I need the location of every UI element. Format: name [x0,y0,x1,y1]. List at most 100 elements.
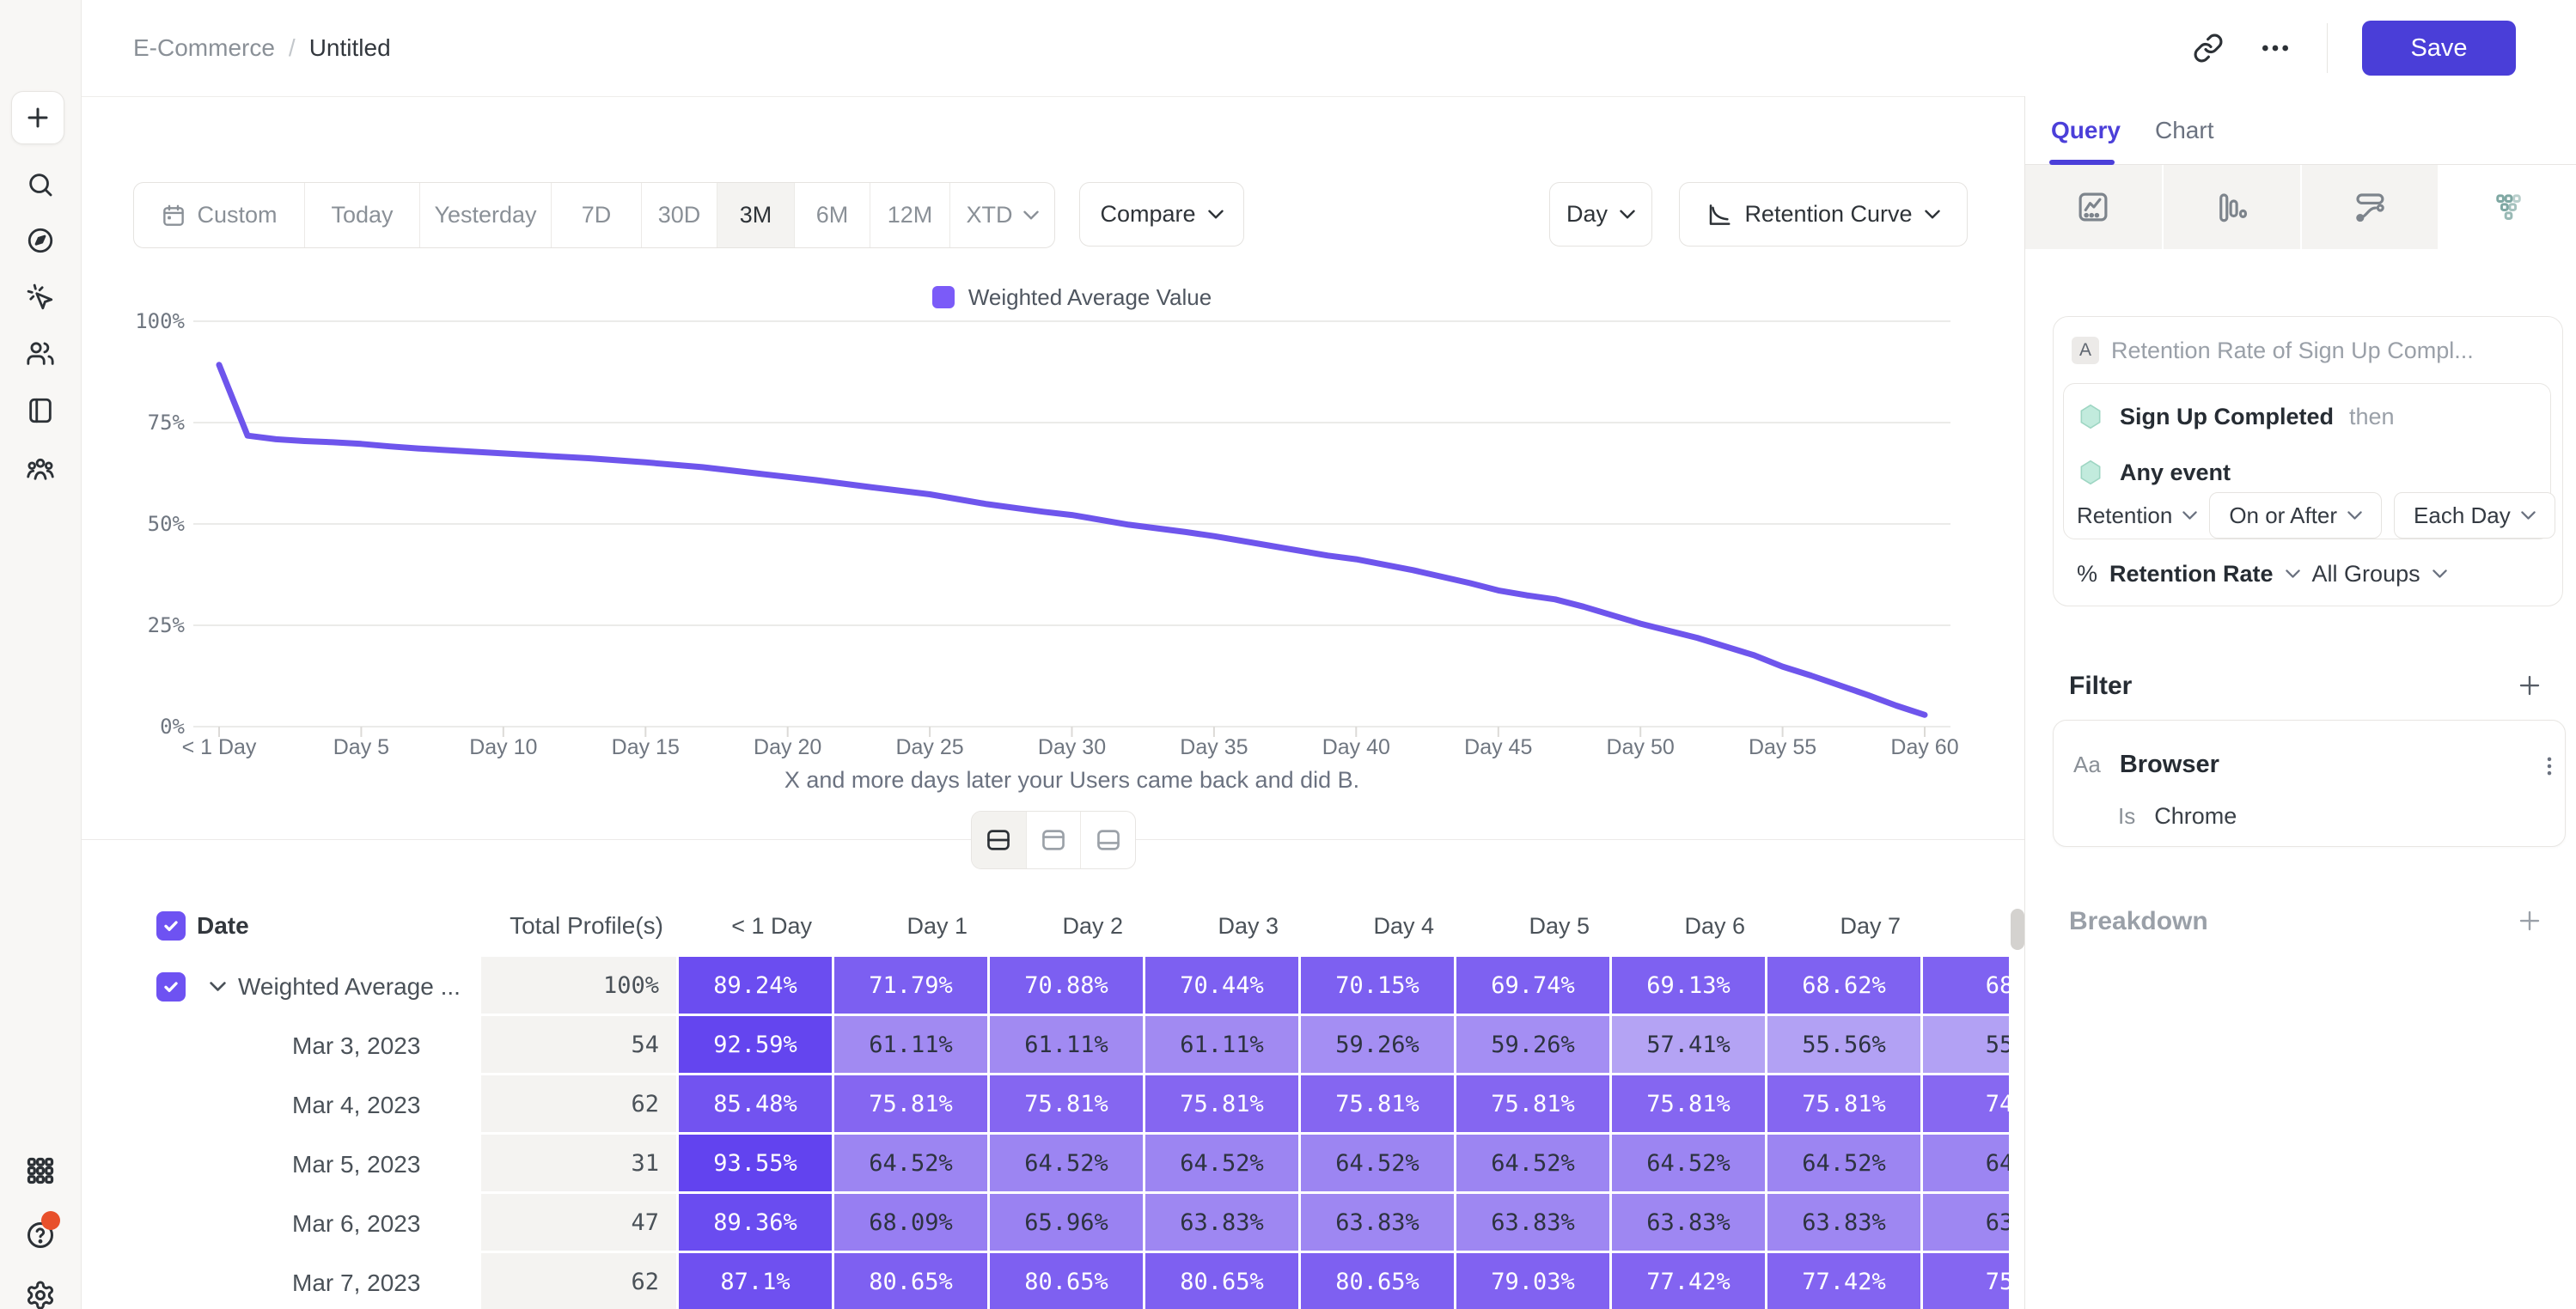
range-12m[interactable]: 12M [870,183,950,247]
retention-value-cell[interactable]: 64.52% [1612,1135,1767,1194]
chart-type-dropdown[interactable]: Retention Curve [1679,182,1968,247]
retention-value-cell[interactable]: 63.83% [1456,1194,1612,1253]
retention-value-cell[interactable]: 57.41% [1612,1016,1767,1075]
table-top-view-button[interactable] [1027,812,1082,868]
cohort-icon[interactable] [25,454,56,484]
header-day-column[interactable]: Day 5 [1529,912,1590,939]
retention-curve-chart[interactable] [193,309,1950,747]
retention-value-cell[interactable]: 63.83% [1301,1194,1456,1253]
retention-value-cell[interactable]: 79.03% [1456,1253,1612,1309]
retention-value-cell[interactable]: 68.62% [1767,957,1923,1016]
retention-value-cell[interactable]: 61.11% [990,1016,1145,1075]
range-3m-selected[interactable]: 3M [717,183,795,247]
query-title[interactable]: Retention Rate of Sign Up Compl... [2111,337,2474,363]
retention-value-cell[interactable]: 63.83% [1767,1194,1923,1253]
retention-value-cell[interactable]: 64.52% [834,1135,990,1194]
retention-value-cell[interactable]: 68.09% [834,1194,990,1253]
range-xtd[interactable]: XTD [950,183,1054,247]
bucket-dropdown[interactable]: Each Day [2394,492,2555,539]
retention-value-cell[interactable]: 59.26% [1301,1016,1456,1075]
retention-value-cell[interactable]: 61.11% [834,1016,990,1075]
retention-value-cell[interactable]: 64.52% [990,1135,1145,1194]
header-total-profiles[interactable]: Total Profile(s) [510,912,663,939]
granularity-dropdown[interactable]: Day [1549,182,1652,247]
retention-value-cell[interactable]: 70.15% [1301,957,1456,1016]
retention-value-cell[interactable]: 74 [1923,1075,2009,1135]
retention-value-cell[interactable]: 59.26% [1456,1016,1612,1075]
header-day-column[interactable]: Day 3 [1218,912,1279,939]
header-date[interactable]: Date [133,895,481,957]
retention-value-cell[interactable]: 92.59% [679,1016,834,1075]
header-day-column[interactable]: Day 1 [906,912,968,939]
funnel-bars-icon[interactable] [2163,165,2302,249]
retention-value-cell[interactable]: 55 [1923,1016,2009,1075]
add-filter-button[interactable] [2512,668,2547,703]
return-event-row[interactable]: Any event [2077,457,2231,488]
range-6m[interactable]: 6M [795,183,870,247]
retention-value-cell[interactable]: 75.81% [990,1075,1145,1135]
retention-value-cell[interactable]: 63.83% [1612,1194,1767,1253]
retention-value-cell[interactable]: 64.52% [1145,1135,1301,1194]
table-bottom-view-button[interactable] [1081,812,1135,868]
retention-value-cell[interactable]: 68 [1923,957,2009,1016]
filter-property-row[interactable]: Aa Browser [2073,749,2219,780]
retention-value-cell[interactable]: 64 [1923,1135,2009,1194]
retention-dropdown[interactable]: Retention [2077,502,2198,529]
search-icon[interactable] [25,169,56,200]
create-new-button[interactable] [11,91,64,144]
cursor-click-icon[interactable] [25,282,56,313]
retention-value-cell[interactable]: 63 [1923,1194,2009,1253]
header-day-column[interactable]: Day 4 [1373,912,1434,939]
retention-value-cell[interactable]: 93.55% [679,1135,834,1194]
retention-value-cell[interactable]: 63.83% [1145,1194,1301,1253]
header-day-column[interactable]: Day 2 [1062,912,1123,939]
retention-value-cell[interactable]: 69.13% [1612,957,1767,1016]
notebook-icon[interactable] [25,395,56,426]
tab-chart[interactable]: Chart [2155,117,2214,143]
retention-value-cell[interactable]: 89.36% [679,1194,834,1253]
breadcrumb-page-title[interactable]: Untitled [308,34,391,61]
retention-value-cell[interactable]: 70.88% [990,957,1145,1016]
range-custom[interactable]: Custom [134,183,305,247]
chevron-down-icon[interactable] [210,982,226,991]
add-breakdown-button[interactable] [2512,904,2547,938]
range-today[interactable]: Today [305,183,420,247]
tab-query[interactable]: Query [2051,117,2121,143]
retention-value-cell[interactable]: 75 [1923,1253,2009,1309]
retention-value-cell[interactable]: 77.42% [1612,1253,1767,1309]
save-button[interactable]: Save [2362,21,2516,76]
retention-value-cell[interactable]: 70.44% [1145,957,1301,1016]
retention-value-cell[interactable]: 80.65% [1145,1253,1301,1309]
retention-value-cell[interactable]: 55.56% [1767,1016,1923,1075]
header-day-column[interactable] [1923,895,2009,957]
help-icon[interactable] [25,1220,56,1251]
retention-value-cell[interactable]: 69.74% [1456,957,1612,1016]
breadcrumb-workspace[interactable]: E-Commerce [133,34,275,61]
retention-value-cell[interactable]: 85.48% [679,1075,834,1135]
groups-dropdown[interactable]: All Groups [2311,560,2420,587]
retention-value-cell[interactable]: 75.81% [1612,1075,1767,1135]
retention-value-cell[interactable]: 64.52% [1456,1135,1612,1194]
retention-dots-icon[interactable] [2439,165,2576,249]
checkbox-checked[interactable] [156,911,186,941]
more-options-icon[interactable] [2258,31,2292,65]
retention-value-cell[interactable]: 75.81% [834,1075,990,1135]
retention-value-cell[interactable]: 80.65% [1301,1253,1456,1309]
range-7d[interactable]: 7D [552,183,642,247]
retention-value-cell[interactable]: 87.1% [679,1253,834,1309]
compare-button[interactable]: Compare [1079,182,1244,247]
insights-line-chart-icon[interactable] [2025,165,2164,249]
retention-value-cell[interactable]: 89.24% [679,957,834,1016]
flows-icon[interactable] [2301,165,2440,249]
retention-value-cell[interactable]: 75.81% [1301,1075,1456,1135]
retention-value-cell[interactable]: 71.79% [834,957,990,1016]
table-scrollbar-thumb[interactable] [2011,909,2024,950]
range-30d[interactable]: 30D [642,183,717,247]
measure-dropdown[interactable]: Retention Rate [2109,560,2274,587]
retention-value-cell[interactable]: 77.42% [1767,1253,1923,1309]
criteria-dropdown[interactable]: On or After [2209,492,2383,539]
retention-value-cell[interactable]: 64.52% [1301,1135,1456,1194]
compass-icon[interactable] [25,225,56,256]
retention-value-cell[interactable]: 80.65% [990,1253,1145,1309]
share-link-icon[interactable] [2193,33,2224,64]
